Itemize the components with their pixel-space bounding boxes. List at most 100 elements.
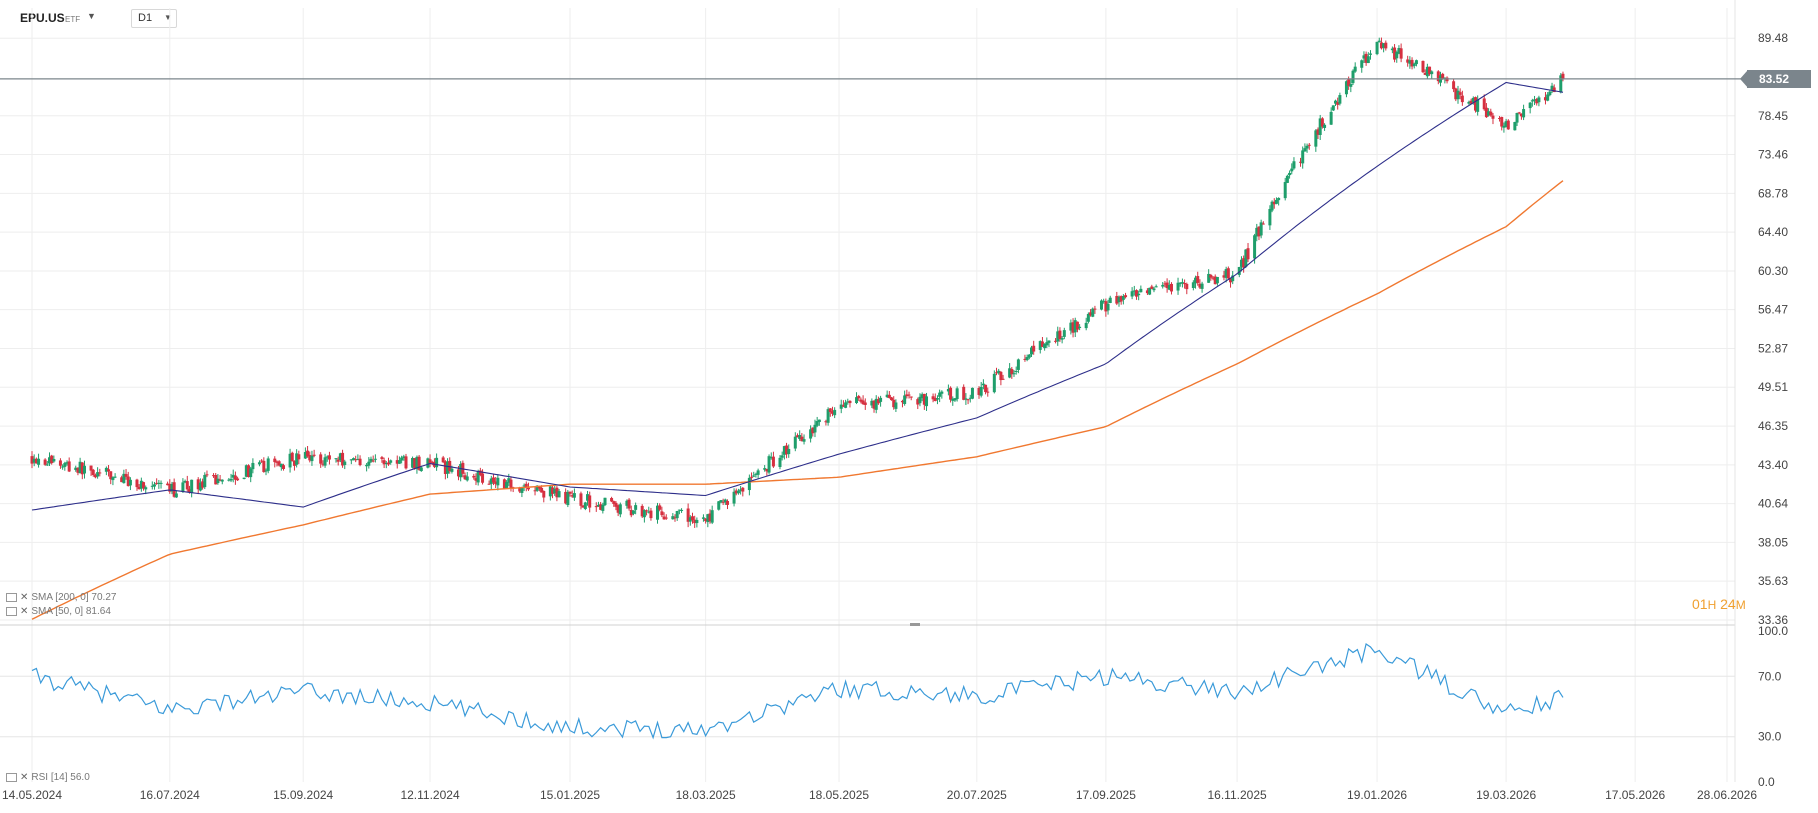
symbol-name[interactable]: EPU.US	[20, 11, 65, 25]
candle-up	[833, 407, 837, 419]
candle-down	[1307, 142, 1311, 150]
x-tick-label: 19.03.2026	[1476, 788, 1536, 802]
candle-down	[185, 475, 189, 492]
candle-down	[474, 473, 478, 486]
candle-up	[1502, 122, 1506, 133]
candle-down	[1421, 60, 1425, 74]
pane-resize-handle[interactable]	[910, 623, 920, 626]
candle-up	[1382, 43, 1386, 53]
candle-up	[139, 477, 143, 492]
candle-up	[968, 394, 972, 403]
countdown-minutes-unit: M	[1735, 598, 1746, 612]
candle-up	[1537, 95, 1541, 107]
close-icon[interactable]: ✕	[20, 606, 29, 617]
candle-up	[343, 459, 347, 470]
legend-settings-icon[interactable]	[6, 606, 17, 616]
close-icon[interactable]: ✕	[20, 772, 29, 783]
candle-down	[610, 496, 614, 503]
candle-up	[435, 453, 439, 471]
close-icon[interactable]: ✕	[20, 592, 29, 603]
interval-select[interactable]: D1 ▼	[131, 9, 177, 28]
candle-up	[717, 501, 721, 511]
candle-down	[830, 406, 834, 417]
candle-up	[839, 399, 843, 414]
candle-down	[1491, 112, 1495, 125]
x-tick-label: 16.07.2024	[140, 788, 200, 802]
candle-down	[1010, 366, 1014, 379]
candle-down	[800, 433, 804, 442]
candle-up	[979, 382, 983, 398]
candle-down	[673, 514, 677, 522]
candle-down	[1145, 288, 1149, 295]
candle-up	[1430, 70, 1434, 79]
candle-down	[1336, 97, 1340, 110]
candle-up	[642, 509, 646, 523]
candle-down	[282, 463, 286, 471]
y-tick-label: 70.0	[1758, 669, 1782, 683]
candle-down	[922, 393, 926, 410]
candle-up	[1191, 280, 1195, 291]
x-tick-label: 16.11.2025	[1208, 788, 1267, 802]
candle-up	[1060, 336, 1064, 344]
candle-up	[150, 481, 154, 490]
candle-up	[1344, 80, 1348, 98]
candle-up	[242, 477, 246, 480]
candle-down	[358, 455, 362, 467]
candle-down	[612, 500, 616, 507]
candle-down	[1257, 226, 1261, 241]
candle-up	[1152, 286, 1156, 293]
candle-down	[273, 456, 277, 468]
x-tick-label: 15.09.2024	[273, 788, 333, 802]
candle-up	[1504, 118, 1508, 128]
candle-up	[566, 489, 570, 508]
candle-up	[1207, 269, 1211, 283]
candle-up	[798, 430, 802, 441]
candle-down	[1071, 318, 1075, 338]
candle-up	[701, 514, 705, 522]
candle-up	[1106, 299, 1110, 315]
candle-down	[824, 419, 828, 426]
candle-down	[487, 480, 491, 485]
candle-down	[645, 509, 649, 516]
candle-down	[1032, 340, 1036, 355]
candle-up	[1078, 324, 1082, 331]
candle-up	[128, 477, 132, 491]
rsi-line	[31, 643, 1564, 740]
interval-value: D1	[138, 12, 153, 24]
candle-down	[1242, 255, 1246, 273]
candle-down	[1054, 338, 1058, 344]
candle-up	[1349, 79, 1353, 93]
candle-up	[1025, 354, 1029, 362]
candle-down	[1379, 37, 1383, 50]
candle-up	[1487, 108, 1491, 117]
candle-down	[76, 467, 80, 476]
candle-up	[1016, 358, 1020, 374]
candle-up	[74, 465, 78, 472]
candle-down	[120, 475, 124, 483]
candle-up	[1329, 107, 1333, 125]
candle-up	[1178, 282, 1182, 287]
chevron-down-icon: ▼	[164, 13, 172, 22]
symbol-dropdown-icon[interactable]: ▼	[87, 11, 96, 21]
candle-up	[769, 452, 773, 460]
candle-down	[205, 470, 209, 478]
candle-down	[1454, 87, 1458, 102]
candle-up	[1045, 337, 1049, 349]
candle-up	[1132, 285, 1136, 296]
candle-up	[183, 479, 187, 484]
candle-up	[1012, 370, 1016, 377]
candle-down	[693, 515, 697, 528]
candle-down	[649, 507, 653, 521]
y-tick-label: 0.0	[1758, 775, 1775, 789]
legend-settings-icon[interactable]	[6, 592, 17, 602]
legend-rsi-label: RSI [14] 56.0	[31, 772, 90, 783]
candle-down	[430, 460, 434, 466]
candle-down	[977, 386, 981, 399]
candle-down	[142, 481, 146, 491]
candle-up	[1301, 146, 1305, 169]
candle-up	[1456, 85, 1460, 104]
candle-up	[338, 452, 342, 463]
candle-down	[614, 501, 618, 511]
legend-settings-icon[interactable]	[6, 772, 17, 782]
